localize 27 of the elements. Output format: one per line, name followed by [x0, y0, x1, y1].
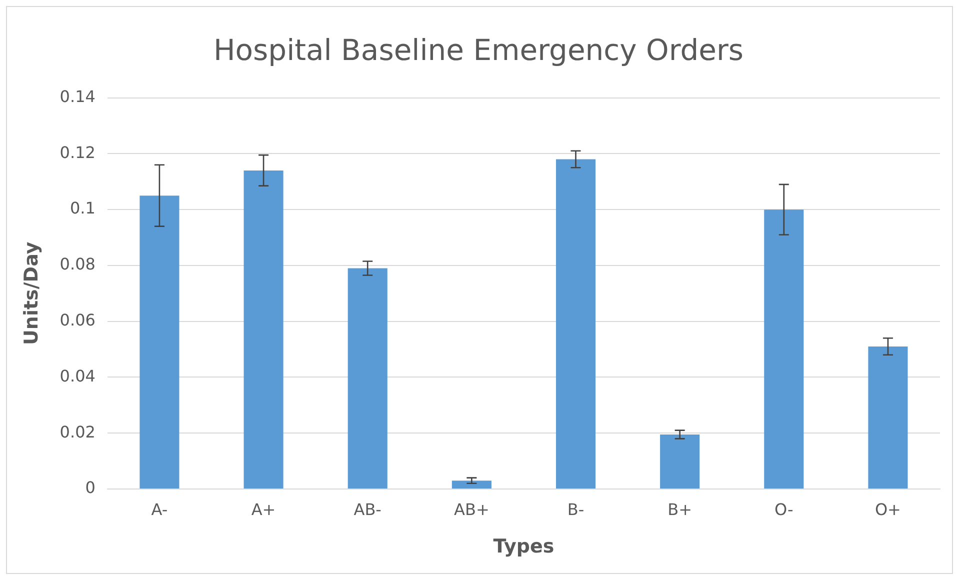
- x-tick-label: B-: [567, 500, 584, 519]
- bar: [452, 480, 492, 488]
- x-tick-label: O+: [874, 500, 901, 519]
- x-tick-label: AB+: [454, 500, 490, 519]
- y-tick-label: 0.12: [60, 142, 96, 162]
- bar: [556, 159, 596, 488]
- x-tick-label: A-: [151, 500, 168, 519]
- y-axis-title: Units/Day: [20, 241, 42, 345]
- x-tick-label: B+: [668, 500, 692, 519]
- bar: [140, 196, 180, 488]
- y-tick-label: 0: [85, 478, 96, 498]
- bar: [660, 434, 700, 488]
- y-tick-label: 0.14: [60, 86, 96, 106]
- bar: [764, 210, 804, 488]
- bar: [244, 170, 284, 488]
- y-tick-label: 0.06: [60, 310, 96, 330]
- x-tick-label: A+: [251, 500, 276, 519]
- y-tick-label: 0.02: [60, 422, 96, 442]
- bar: [868, 346, 908, 488]
- x-tick-label: AB-: [354, 500, 382, 519]
- chart-title: Hospital Baseline Emergency Orders: [213, 32, 744, 67]
- y-tick-label: 0.1: [70, 198, 96, 218]
- x-tick-label: O-: [774, 500, 794, 519]
- bar: [348, 268, 388, 488]
- y-tick-label: 0.04: [60, 366, 96, 386]
- y-tick-label: 0.08: [60, 254, 96, 274]
- x-axis-title: Types: [493, 536, 554, 558]
